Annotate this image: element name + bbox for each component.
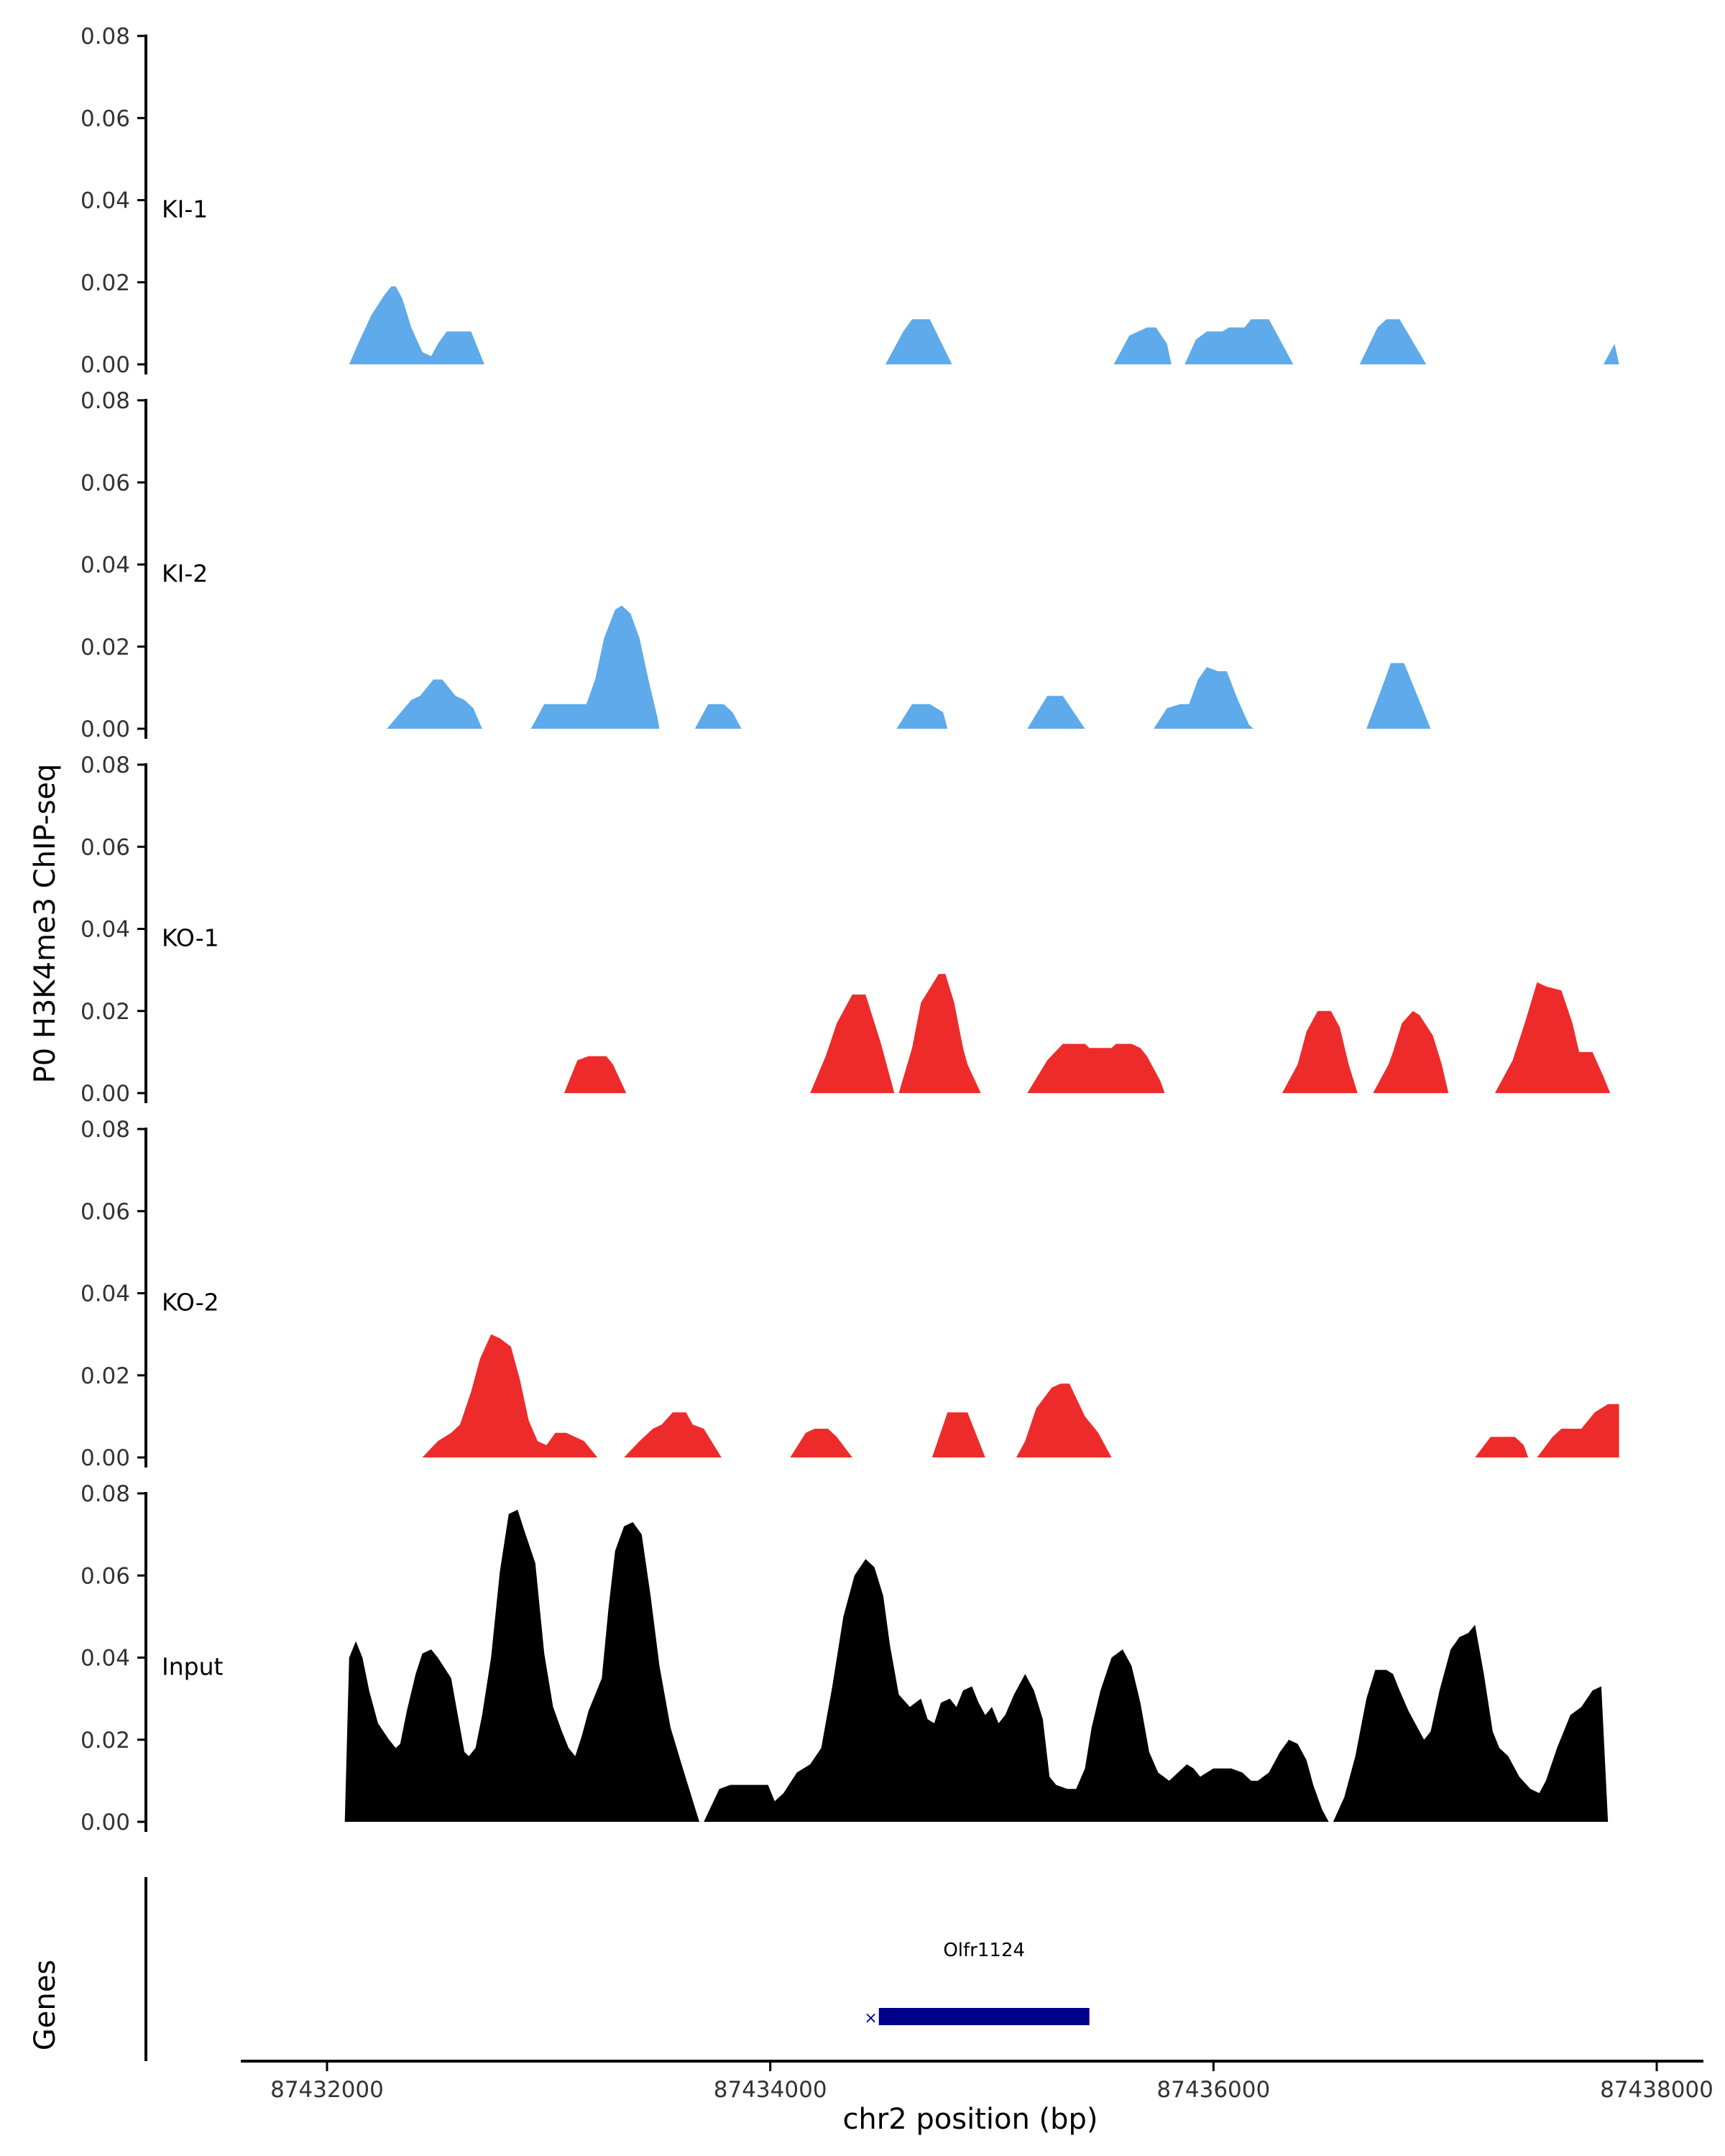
- signal-area-ko-1-1: [1027, 1010, 1358, 1093]
- track-ko-2: 0.00 0.02 0.04 0.06 0.08 KO-2: [80, 1117, 1619, 1471]
- track-label-ko-2: KO-2: [162, 1289, 219, 1317]
- y-tick-label-ki-1: 0.06: [80, 106, 130, 132]
- signal-area-ko-2-1: [932, 1383, 1619, 1457]
- signal-area-ki-2-0: [387, 605, 742, 729]
- track-ki-1: 0.00 0.02 0.04 0.06 0.08 KI-1: [80, 24, 1619, 378]
- y-tick-label-ki-2: 0.04: [80, 553, 130, 579]
- y-tick-label-ki-2: 0.00: [80, 717, 130, 742]
- y-tick-label-ko-1: 0.02: [80, 999, 130, 1025]
- y-tick-label-input: 0.00: [80, 1810, 130, 1835]
- signal-area-ko-2-0: [422, 1334, 852, 1457]
- x-axis-title: chr2 position (bp): [842, 2103, 1098, 2136]
- y-tick-label-input: 0.08: [80, 1481, 130, 1507]
- x-tick-label: 87438000: [1600, 2077, 1714, 2103]
- y-tick-label-ko-2: 0.08: [80, 1117, 130, 1143]
- y-tick-label-ki-1: 0.00: [80, 352, 130, 378]
- genes-panel: Genes Olfr1124 ×: [29, 1877, 1090, 2061]
- gene-strand-marker: ×: [864, 2009, 877, 2027]
- y-tick-label-ki-2: 0.06: [80, 470, 130, 496]
- y-tick-label-ki-1: 0.08: [80, 24, 130, 50]
- track-label-input: Input: [162, 1653, 224, 1681]
- chip-seq-tracks: 0.00 0.02 0.04 0.06 0.08 KI-1 0.00 0.02 0.04 0.06…: [80, 24, 1619, 1835]
- y-tick-label-ko-1: 0.00: [80, 1081, 130, 1107]
- signal-area-ki-1-2: [1604, 344, 1619, 364]
- gene-label-olfr1124: Olfr1124: [943, 1940, 1025, 1961]
- y-tick-label-ki-2: 0.08: [80, 388, 130, 414]
- y-axis-title: P0 H3K4me3 ChIP-seq: [29, 764, 62, 1084]
- y-tick-label-ko-2: 0.04: [80, 1281, 130, 1307]
- y-tick-label-ki-1: 0.02: [80, 270, 130, 296]
- track-label-ki-2: KI-2: [162, 560, 208, 588]
- genes-title: Genes: [29, 1960, 62, 2050]
- track-label-ki-1: KI-1: [162, 195, 208, 224]
- y-tick-label-ki-1: 0.04: [80, 188, 130, 214]
- signal-area-input-0: [344, 1509, 1609, 1822]
- track-input: 0.00 0.02 0.04 0.06 0.08 Input: [80, 1481, 1609, 1835]
- x-tick-label: 87436000: [1156, 2077, 1270, 2103]
- y-tick-label-input: 0.06: [80, 1563, 130, 1589]
- gene-body-olfr1124: [878, 2008, 1090, 2025]
- x-tick-label: 87432000: [270, 2077, 384, 2103]
- track-ko-1: 0.00 0.02 0.04 0.06 0.08 KO-1: [80, 752, 1611, 1107]
- y-tick-label-ko-1: 0.04: [80, 917, 130, 943]
- signal-area-ki-1-0: [349, 286, 952, 364]
- y-tick-label-ko-2: 0.00: [80, 1445, 130, 1471]
- signal-area-ko-1-0: [564, 974, 981, 1093]
- x-axis: 87432000 87434000 87436000 87438000: [241, 2060, 1714, 2103]
- y-tick-label-input: 0.04: [80, 1646, 130, 1672]
- signal-area-ko-1-2: [1373, 982, 1611, 1093]
- y-tick-label-ki-2: 0.02: [80, 635, 130, 660]
- track-ki-2: 0.00 0.02 0.04 0.06 0.08 KI-2: [80, 388, 1431, 742]
- signal-area-ki-2-2: [1154, 663, 1431, 729]
- signal-area-ki-1-1: [1113, 319, 1427, 364]
- y-tick-label-input: 0.02: [80, 1728, 130, 1754]
- y-tick-label-ko-2: 0.06: [80, 1199, 130, 1225]
- x-tick-label: 87434000: [714, 2077, 827, 2103]
- y-tick-label-ko-2: 0.02: [80, 1363, 130, 1389]
- y-tick-label-ko-1: 0.08: [80, 752, 130, 778]
- track-label-ko-1: KO-1: [162, 924, 219, 952]
- signal-area-ki-2-1: [896, 696, 1085, 729]
- y-tick-label-ko-1: 0.06: [80, 834, 130, 860]
